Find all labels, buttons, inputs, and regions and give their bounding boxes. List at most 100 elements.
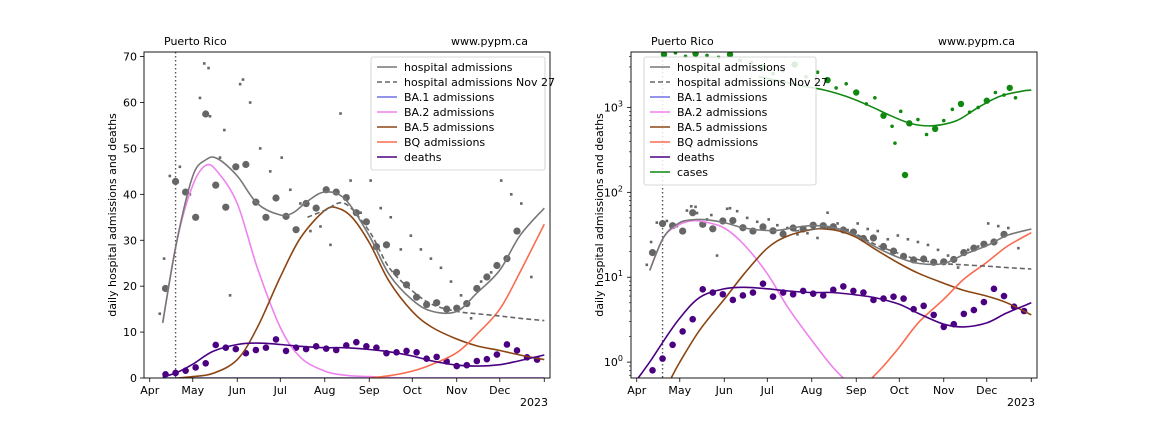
hospital-weekly-point: [493, 261, 501, 270]
death-point: [513, 347, 521, 354]
x-tick-label: Aug: [314, 384, 335, 397]
hospital-weekly-point: [362, 218, 370, 226]
ba-2-admissions-line: [161, 163, 545, 378]
plot-area: [158, 52, 546, 378]
death-point: [930, 311, 938, 319]
death-point: [353, 338, 360, 346]
legend-label: BA.1 admissions: [404, 91, 495, 104]
hospital-daily-point: [986, 222, 990, 225]
hospital-daily-point: [966, 248, 970, 252]
hospital-daily-point: [207, 66, 210, 70]
death-point: [202, 360, 209, 367]
hospital-daily-point: [649, 240, 653, 244]
death-point: [699, 286, 707, 293]
region-title: Puerto Rico: [164, 35, 227, 48]
hospital-weekly-point: [473, 284, 481, 293]
case-point: [880, 112, 887, 119]
legend-label: BA.5 admissions: [677, 121, 768, 134]
hospital-daily-point: [258, 147, 262, 150]
hospital-daily-point: [202, 62, 206, 65]
y-axis-label: daily hospital admissions and deaths: [593, 113, 606, 317]
log-panel: Puerto Rico www.pypm.ca daily hospital adm…: [593, 35, 1038, 409]
legend-label: cases: [677, 166, 708, 179]
death-point: [769, 293, 777, 300]
death-point: [900, 295, 907, 302]
hospital-weekly-point: [292, 226, 300, 234]
bq-admissions-line: [369, 223, 546, 378]
death-point: [493, 351, 501, 358]
hospital-daily-point: [694, 205, 697, 209]
x-tick-label: Aug: [801, 384, 822, 397]
hospital-daily-point: [439, 266, 443, 270]
hospital-daily-point: [866, 227, 870, 231]
site-label: www.pypm.ca: [451, 35, 528, 48]
case-point: [873, 95, 877, 100]
hospital-daily-point: [379, 206, 383, 210]
y-tick-label: 70: [123, 51, 137, 64]
case-point: [844, 81, 848, 86]
hospital-daily-point: [728, 206, 732, 210]
x-tick-label: Jul: [273, 384, 287, 397]
case-point: [1013, 95, 1018, 100]
y-tick-label: 50: [123, 142, 137, 155]
death-point: [960, 310, 968, 318]
hospital-daily-point: [816, 236, 819, 240]
case-point: [957, 100, 965, 108]
axes-frame: [630, 51, 1038, 379]
hospital-admissions-nov-27-line: [307, 201, 545, 322]
death-point: [503, 341, 511, 348]
legend-label: deaths: [404, 151, 442, 164]
legend-label: BA.1 admissions: [677, 91, 768, 104]
hospital-daily-point: [268, 170, 272, 173]
legend-label: deaths: [677, 151, 715, 164]
hospital-admissions-line: [648, 218, 1032, 271]
case-point: [941, 118, 946, 123]
hospital-daily-point: [1017, 246, 1020, 250]
hospital-daily-point: [409, 234, 413, 237]
case-point: [893, 141, 897, 145]
hospital-daily-point: [926, 243, 930, 247]
hospital-daily-point: [689, 204, 693, 208]
deaths-line: [162, 342, 545, 378]
y-tick-label: 60: [123, 97, 137, 110]
death-point: [1000, 292, 1008, 300]
x-year-label: 2023: [520, 396, 548, 409]
hospital-weekly-point: [382, 241, 391, 249]
hospital-daily-point: [655, 221, 659, 224]
hospital-daily-point: [509, 193, 513, 196]
death-point: [890, 293, 897, 300]
hospital-daily-point: [309, 229, 312, 233]
legend-box: [643, 56, 817, 186]
hospital-daily-point: [776, 223, 779, 227]
hospital-daily-point: [836, 222, 839, 225]
x-tick-label: Jun: [715, 384, 733, 397]
hospital-daily-point: [996, 224, 1000, 228]
case-point: [705, 53, 709, 58]
hospital-daily-point: [826, 211, 829, 214]
hospital-weekly-point: [232, 163, 240, 171]
death-point: [799, 287, 807, 295]
hospital-weekly-point: [759, 223, 767, 231]
hospital-daily-point: [389, 215, 393, 219]
legend-label: BA.2 admissions: [404, 106, 495, 119]
hospital-daily-point: [248, 101, 252, 104]
hospital-daily-point: [223, 128, 226, 132]
hospital-daily-point: [715, 254, 719, 257]
legend-label: hospital admissions: [677, 61, 786, 74]
legend: hospital admissions hospital admissions N…: [370, 56, 555, 171]
legend-label: BQ admissions: [677, 136, 758, 149]
hospital-daily-point: [479, 280, 483, 283]
hospital-daily-point: [896, 234, 900, 237]
hospital-daily-point: [976, 245, 980, 248]
linear-panel: Puerto Rico www.pypm.ca daily hospital adm…: [106, 35, 555, 409]
hospital-daily-point: [645, 263, 649, 267]
hospital-daily-point: [319, 225, 322, 228]
case-point: [853, 89, 860, 96]
bq-admissions-line: [871, 232, 1032, 378]
death-point: [252, 346, 260, 354]
ba-5-admissions-line: [670, 227, 1032, 378]
hospital-weekly-point: [392, 268, 401, 276]
hospital-daily-point: [369, 179, 372, 182]
hospital-daily-point: [241, 78, 245, 81]
hospital-weekly-point: [242, 160, 250, 169]
